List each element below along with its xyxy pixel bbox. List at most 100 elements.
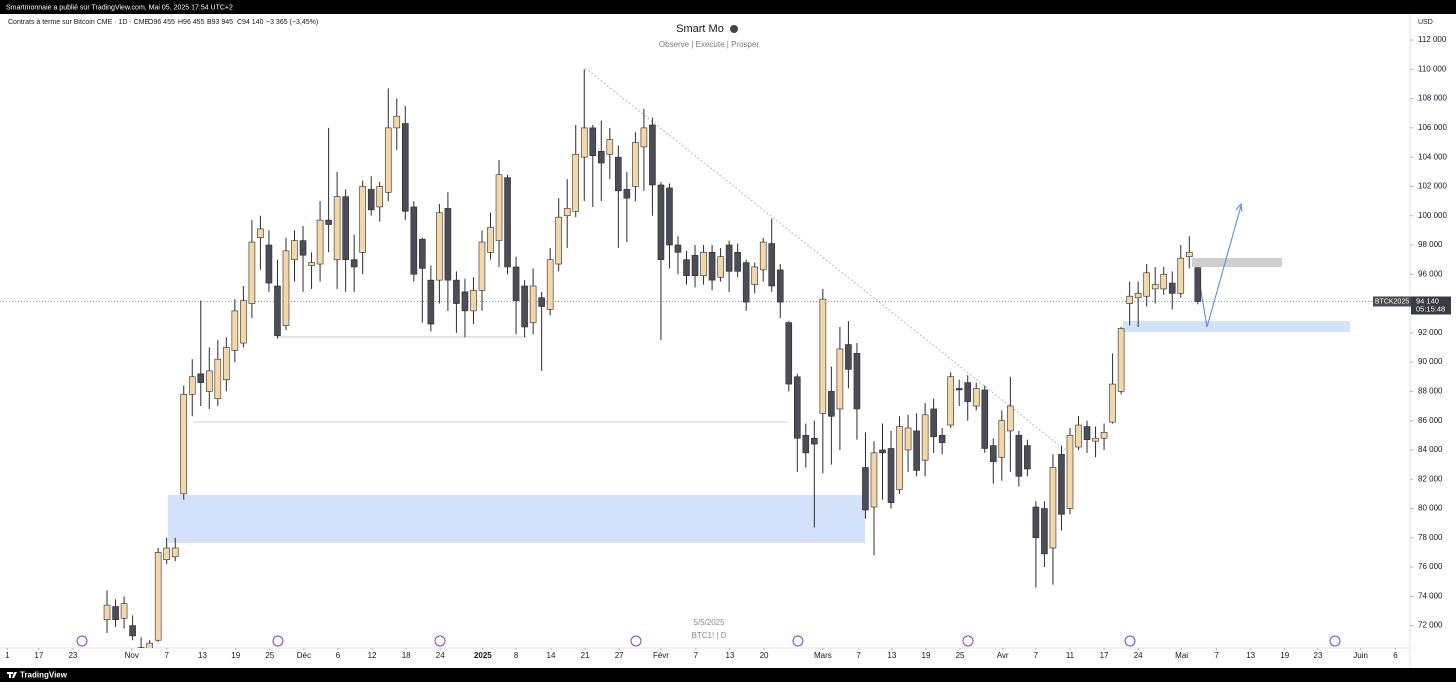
candle-body [1151, 284, 1159, 290]
candle-body [274, 285, 281, 337]
candle-body [649, 124, 656, 186]
candle-body [291, 240, 298, 260]
chart-title: Smart Mo [676, 23, 724, 35]
candle-body [1007, 405, 1014, 432]
candle-body [802, 435, 810, 454]
candle-body [521, 285, 528, 328]
candle-body [478, 241, 486, 291]
candle-body [1134, 293, 1142, 298]
candle-body [1092, 437, 1099, 442]
y-tick-label: 78 000 [1418, 533, 1443, 542]
candle-body [154, 552, 162, 641]
candle-body [853, 353, 861, 410]
top-bar [0, 0, 1456, 14]
candle-body [367, 189, 375, 211]
event-icon [962, 635, 974, 647]
change: −3 365 (−3,45%) [266, 19, 318, 26]
y-tick-label: 96 000 [1418, 269, 1443, 278]
y-tick-label: 106 000 [1418, 123, 1447, 132]
y-tick-label: 92 000 [1418, 328, 1443, 337]
countdown: 05:15:48 [1416, 304, 1445, 313]
candle-body [776, 269, 784, 303]
candle-body [1177, 257, 1185, 294]
y-tick-label: 76 000 [1418, 562, 1443, 571]
x-tick-label: 25 [265, 651, 274, 660]
x-tick-label: Juin [1353, 651, 1368, 660]
candle-body [487, 227, 494, 253]
candles [103, 69, 1202, 648]
candle-body [674, 244, 682, 253]
candle-body [606, 139, 614, 155]
y-tick-label: 80 000 [1418, 504, 1443, 513]
candle-body [546, 259, 554, 310]
candle-body [180, 394, 188, 495]
candle-body [768, 243, 776, 287]
y-tick-label: 112 000 [1418, 35, 1447, 44]
candle-body [947, 376, 954, 426]
demand-zone [168, 495, 865, 543]
candle-body [998, 420, 1006, 458]
candle-body [683, 259, 690, 277]
x-tick-label: 7 [694, 651, 699, 660]
candle-body [964, 382, 972, 402]
candle-body [120, 603, 128, 619]
price-label: 94 140 [1416, 296, 1439, 305]
brand: TradingView [20, 671, 68, 680]
symbol-label-bg [1373, 296, 1411, 307]
x-tick-label: 14 [547, 651, 556, 660]
candle-body [785, 322, 793, 385]
event-icon [1124, 635, 1136, 647]
watermark-symbol: BTC1! | D [692, 631, 727, 640]
candle-body [1075, 424, 1082, 448]
x-tick-label: 1 [5, 651, 10, 660]
ohlc-close: C94 140 [237, 19, 264, 26]
candle-body [580, 127, 588, 158]
candle-body [589, 127, 597, 157]
x-tick-label: 13 [1246, 651, 1255, 660]
candle-body [129, 625, 136, 637]
candle-body [1100, 432, 1108, 439]
y-tick-label: 104 000 [1418, 152, 1447, 161]
candle-body [989, 445, 997, 462]
candle-body [248, 241, 256, 304]
supply-zone [1192, 258, 1282, 267]
candle-body [410, 206, 418, 275]
x-tick-label: 13 [887, 651, 896, 660]
instrument: Contrats à terme sur Bitcoin CME · 1D · … [8, 19, 150, 26]
candle-body [504, 177, 511, 268]
candle-body [529, 285, 537, 323]
candle-body [1143, 272, 1150, 297]
candle-body [632, 142, 639, 187]
candle-body [1194, 267, 1202, 302]
candle-body [1083, 426, 1091, 440]
candle-body [350, 259, 358, 268]
candle-body [146, 642, 153, 648]
candle-body [393, 115, 401, 129]
ohlc-open: O96 455 [148, 19, 175, 26]
ohlc-high: H96 455 [178, 19, 205, 26]
candle-body [1015, 435, 1023, 477]
candle-body [811, 437, 818, 445]
candle-body [333, 196, 341, 260]
candle-body [717, 256, 724, 278]
y-tick-label: 110 000 [1418, 64, 1447, 73]
candle-body [384, 127, 392, 193]
x-tick-label: Avr [997, 651, 1009, 660]
candle-body [444, 208, 452, 281]
candle-body [972, 388, 980, 407]
candle-body [563, 208, 571, 217]
candle-body [376, 186, 384, 208]
candle-body [282, 250, 290, 326]
candle-body [666, 187, 673, 246]
event-icon [792, 635, 804, 647]
candle-body [981, 389, 989, 449]
candle-body [896, 426, 903, 490]
title-icon [730, 25, 738, 33]
candle-body [555, 216, 562, 265]
x-tick-label: 23 [1314, 651, 1323, 660]
candle-body [495, 174, 503, 241]
candle-body [214, 358, 222, 400]
candle-body [538, 297, 545, 307]
y-tick-label: 108 000 [1418, 94, 1447, 103]
